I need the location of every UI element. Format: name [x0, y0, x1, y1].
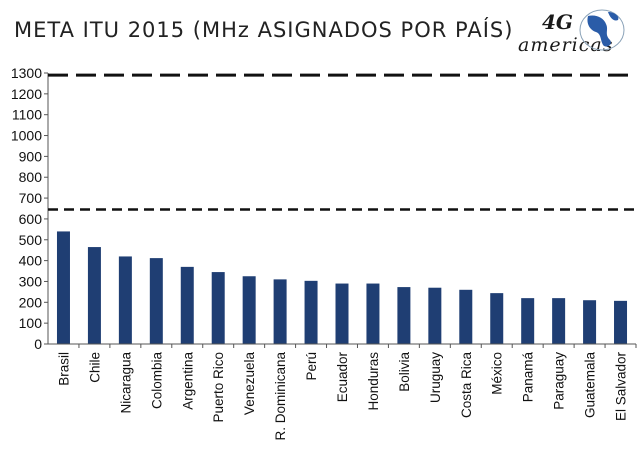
x-tick-label: Guatemala	[583, 352, 598, 419]
bar	[211, 272, 225, 344]
y-tick-label: 400	[19, 253, 43, 269]
x-tick-label: Venezuela	[242, 352, 257, 416]
x-tick-label: Costa Rica	[459, 352, 474, 419]
bar	[490, 293, 504, 344]
bar	[180, 266, 194, 344]
x-tick-label: Brasil	[56, 352, 71, 386]
globe-icon	[579, 9, 625, 51]
x-tick-label: Paraguay	[552, 352, 567, 410]
4g-americas-logo: 4G americas	[514, 4, 632, 62]
x-tick-label: Ecuador	[335, 352, 350, 403]
y-tick-label: 300	[19, 273, 43, 289]
bar	[118, 256, 132, 344]
y-tick-label: 500	[19, 232, 43, 248]
bar	[614, 300, 628, 344]
x-tick-label: Uruguay	[428, 352, 443, 403]
x-tick-label: Chile	[87, 352, 102, 383]
x-tick-label: Nicaragua	[118, 352, 133, 414]
x-tick-label: Puerto Rico	[211, 352, 226, 423]
logo-brand: americas	[518, 34, 614, 56]
bar	[366, 283, 380, 344]
x-axis: Brasil Chile Nicaragua Colombia Argentina Pue…	[48, 343, 637, 441]
y-tick-label: 1300	[11, 65, 42, 81]
bar	[552, 298, 566, 344]
x-tick-label: El Salvador	[614, 352, 629, 422]
y-tick-label: 0	[34, 336, 42, 352]
x-tick-label: Honduras	[366, 352, 381, 411]
y-tick-label: 800	[19, 169, 43, 185]
bar	[149, 258, 163, 344]
reference-lines	[48, 73, 636, 211]
x-tick-label: Argentina	[180, 352, 195, 410]
x-tick-label: R. Dominicana	[273, 352, 288, 441]
bar	[87, 247, 101, 344]
bar	[521, 298, 535, 344]
x-tick-label: Perú	[304, 352, 319, 381]
chart-title: META ITU 2015 (MHz ASIGNADOS POR PAÍS)	[14, 18, 514, 42]
logo-mark: 4G	[542, 10, 573, 34]
y-tick-label: 700	[19, 190, 43, 206]
x-tick-label: Colombia	[149, 352, 164, 410]
bars	[56, 231, 628, 344]
x-tick-label: México	[490, 352, 505, 395]
y-tick-label: 100	[19, 315, 43, 331]
bar	[459, 289, 473, 344]
y-tick-label: 600	[19, 211, 43, 227]
y-tick-label: 900	[19, 148, 43, 164]
y-tick-label: 1100	[12, 107, 42, 123]
y-tick-label: 1000	[11, 128, 42, 144]
bar	[335, 283, 349, 344]
y-tick-label: 1200	[11, 86, 42, 102]
x-tick-label: Bolivia	[397, 352, 412, 392]
bar	[304, 280, 318, 344]
bar	[273, 279, 287, 344]
bar	[583, 300, 597, 344]
bar	[397, 287, 411, 344]
bar	[428, 287, 442, 344]
x-tick-label: Panamá	[521, 352, 536, 403]
bar	[56, 231, 70, 344]
y-axis: 0 100 200 300 400 500 600 700 800 900 1000 1100 1200…	[11, 65, 49, 352]
bar	[242, 276, 256, 344]
y-tick-label: 200	[19, 294, 43, 310]
